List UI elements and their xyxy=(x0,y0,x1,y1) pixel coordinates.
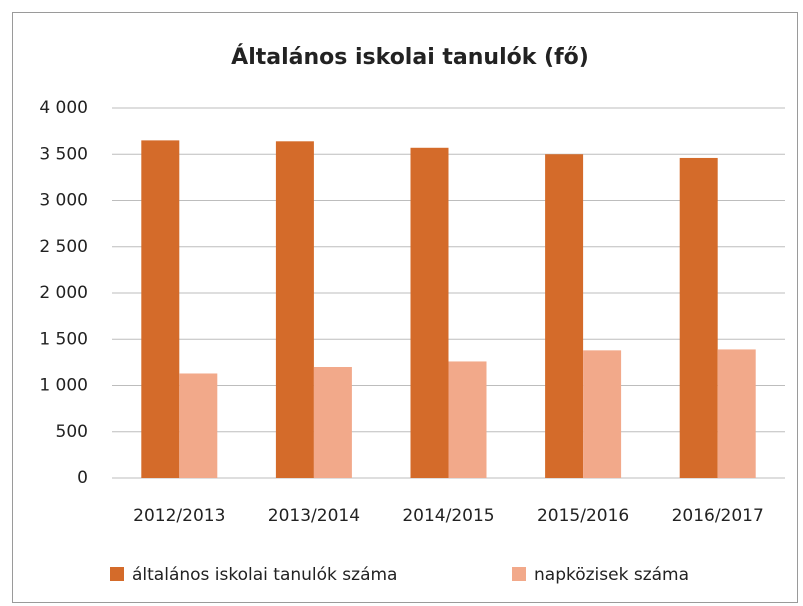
legend-swatch xyxy=(110,567,124,581)
bar xyxy=(583,350,622,478)
legend-label: napközisek száma xyxy=(534,565,689,585)
legend-label: általános iskolai tanulók száma xyxy=(132,565,397,585)
bar xyxy=(448,361,487,478)
bar xyxy=(141,140,180,478)
x-tick-label: 2016/2017 xyxy=(672,506,764,526)
x-tick-label: 2013/2014 xyxy=(268,506,360,526)
bar xyxy=(179,373,218,478)
bar xyxy=(313,367,352,478)
bar xyxy=(545,154,584,478)
y-tick-label: 1 000 xyxy=(39,376,88,396)
chart-title: Általános iskolai tanulók (fő) xyxy=(231,44,589,70)
bar xyxy=(410,147,449,478)
x-tick-label: 2014/2015 xyxy=(402,506,494,526)
y-tick-label: 4 000 xyxy=(39,98,88,118)
y-tick-label: 2 000 xyxy=(39,283,88,303)
y-tick-label: 1 500 xyxy=(39,329,88,349)
bar xyxy=(275,141,314,479)
y-tick-label: 3 000 xyxy=(39,191,88,211)
legend-swatch xyxy=(512,567,526,581)
bar xyxy=(679,157,718,478)
y-tick-label: 2 500 xyxy=(39,237,88,257)
y-tick-label: 0 xyxy=(77,468,88,488)
y-tick-label: 500 xyxy=(56,422,88,442)
x-tick-label: 2012/2013 xyxy=(133,506,225,526)
x-tick-label: 2015/2016 xyxy=(537,506,629,526)
bar xyxy=(717,349,756,478)
y-tick-label: 3 500 xyxy=(39,144,88,164)
